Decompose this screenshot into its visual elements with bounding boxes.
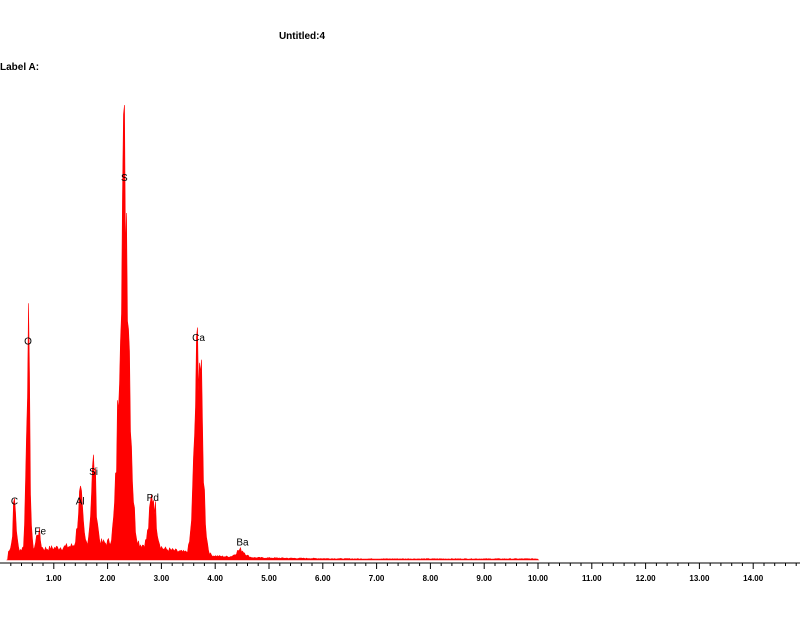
label-a: Label A: [0,62,40,73]
spectrum-area [6,104,540,561]
peak-label-si: Si [89,467,98,478]
peak-label-s: S [121,173,128,184]
x-tick-label: 9.00 [476,574,492,583]
peak-label-o: O [24,337,32,348]
x-tick-label: 13.00 [689,574,710,583]
x-tick-label: 8.00 [423,574,439,583]
x-tick-label: 10.00 [528,574,549,583]
peak-label-ca: Ca [192,333,205,344]
chart-title: Untitled:4 [278,31,326,42]
x-tick-label: 12.00 [636,574,657,583]
peak-label-ba: Ba [236,538,249,549]
x-tick-label: 6.00 [315,574,331,583]
x-tick-label: 7.00 [369,574,385,583]
x-tick-label: 3.00 [154,574,170,583]
x-tick-label: 1.00 [46,574,62,583]
x-tick-label: 11.00 [582,574,602,583]
peak-label-pd: Pd [147,493,159,504]
peak-label-al: Al [76,497,85,508]
x-tick-label: 4.00 [207,574,223,583]
x-tick-label: 5.00 [261,574,277,583]
peak-label-fe: Fe [34,526,46,537]
peak-label-c: C [11,497,18,508]
x-tick-label: 14.00 [743,574,764,583]
x-tick-label: 2.00 [100,574,116,583]
